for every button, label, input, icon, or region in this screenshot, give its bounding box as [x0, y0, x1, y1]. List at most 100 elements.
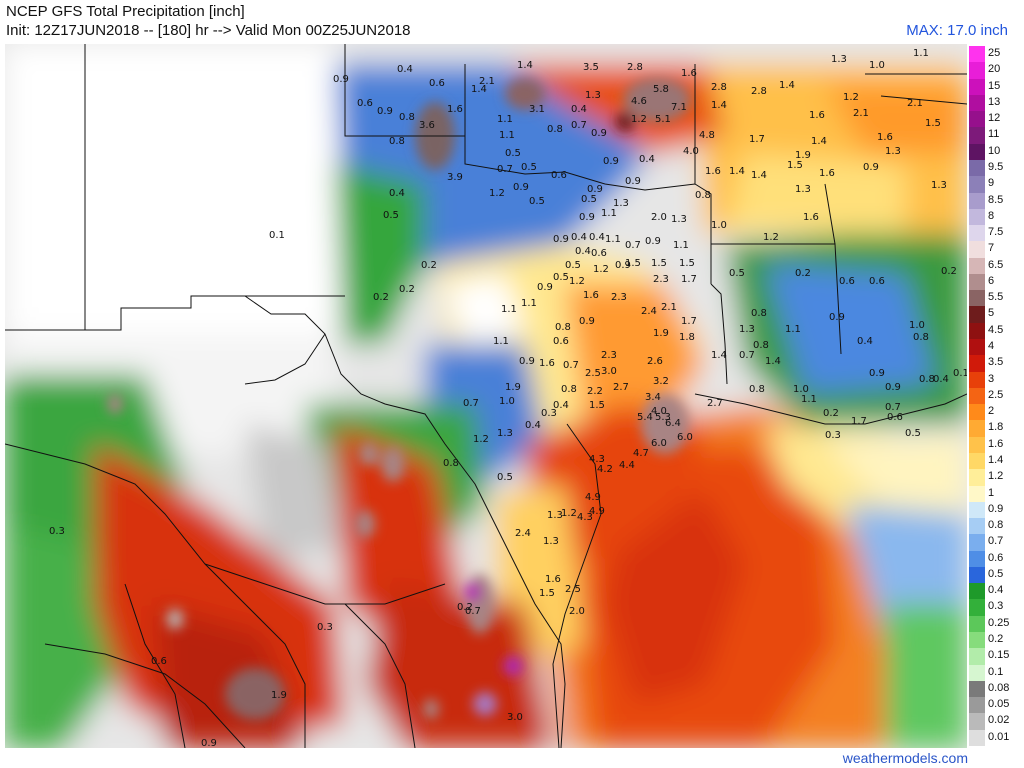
- legend-swatch: [969, 322, 985, 340]
- precip-value-label: 1.4: [751, 170, 767, 181]
- precip-value-label: 0.9: [829, 312, 845, 323]
- precip-value-label: 4.7: [633, 448, 649, 459]
- precip-value-label: 3.9: [447, 172, 463, 183]
- precip-value-label: 4.0: [651, 406, 667, 417]
- precip-value-label: 1.3: [671, 214, 687, 225]
- precip-value-label: 0.8: [919, 374, 935, 385]
- precip-value-label: 5.4: [637, 412, 653, 423]
- precip-value-label: 1.2: [473, 434, 489, 445]
- precip-value-label: 1.1: [493, 336, 509, 347]
- legend-label: 2: [988, 405, 995, 418]
- legend-label: 1.6: [988, 437, 1004, 450]
- precip-value-label: 0.5: [729, 268, 745, 279]
- precip-value-label: 1.5: [625, 258, 641, 269]
- precip-value-label: 1.4: [711, 100, 727, 111]
- legend-swatch: [969, 632, 985, 649]
- precip-value-label: 1.2: [631, 114, 647, 125]
- legend-label: 0.8: [988, 519, 1004, 532]
- precip-value-label: 0.1: [269, 230, 285, 241]
- legend-swatch: [969, 452, 985, 470]
- legend-label: 8: [988, 209, 995, 222]
- precip-value-label: 1.1: [601, 208, 617, 219]
- legend-swatch: [969, 697, 985, 714]
- precip-value-label: 0.9: [863, 162, 879, 173]
- precip-value-label: 2.0: [651, 212, 667, 223]
- precip-value-label: 0.3: [541, 408, 557, 419]
- precip-value-label: 1.9: [795, 150, 811, 161]
- legend-swatch: [969, 290, 985, 307]
- precip-value-label: 2.7: [707, 398, 723, 409]
- precip-value-label: 1.3: [613, 198, 629, 209]
- init-valid-line: Init: 12Z17JUN2018 -- [180] hr --> Valid…: [6, 22, 411, 39]
- precip-value-label: 1.3: [739, 324, 755, 335]
- precip-value-label: 1.7: [681, 316, 697, 327]
- precip-value-label: 1.5: [787, 160, 803, 171]
- precip-value-label: 1.6: [809, 110, 825, 121]
- precip-value-label: 1.6: [877, 132, 893, 143]
- precip-value-label: 0.5: [565, 260, 581, 271]
- precip-value-label: 2.3: [611, 292, 627, 303]
- precip-value-label: 1.0: [869, 60, 885, 71]
- legend-swatch: [969, 664, 985, 682]
- legend-swatch: [969, 387, 985, 405]
- legend-swatch: [969, 599, 985, 617]
- legend-swatch: [969, 159, 985, 177]
- legend-label: 12: [988, 112, 1001, 125]
- precip-value-label: 3.0: [507, 712, 523, 723]
- precip-value-label: 0.2: [421, 260, 437, 271]
- legend-label: 4: [988, 340, 995, 353]
- precip-value-label: 0.4: [397, 64, 413, 75]
- precip-value-label: 1.8: [679, 332, 695, 343]
- precip-value-label: 6.0: [651, 438, 667, 449]
- precip-value-label: 0.8: [389, 136, 405, 147]
- legend-swatch: [969, 46, 985, 63]
- max-precip-label: MAX: 17.0 inch: [906, 22, 1008, 39]
- precip-value-label: 1.6: [819, 168, 835, 179]
- precip-value-label: 1.5: [539, 588, 555, 599]
- precip-value-label: 2.1: [907, 98, 923, 109]
- legend-swatch: [969, 94, 985, 112]
- legend-label: 11: [988, 128, 1000, 141]
- precip-value-label: 0.2: [941, 266, 957, 277]
- precip-value-label: 1.3: [543, 536, 559, 547]
- precip-value-label: 2.6: [647, 356, 663, 367]
- precip-value-label: 0.9: [625, 176, 641, 187]
- precip-value-label: 0.7: [571, 120, 587, 131]
- precip-value-label: 0.5: [529, 196, 545, 207]
- legend-label: 0.2: [988, 633, 1004, 646]
- legend-swatch: [969, 241, 985, 259]
- precip-value-label: 0.4: [589, 232, 605, 243]
- legend-swatch: [969, 257, 985, 275]
- legend-swatch: [969, 192, 985, 210]
- boundaries: [5, 44, 967, 748]
- legend-label: 9.5: [988, 160, 1004, 173]
- precip-value-label: 2.8: [627, 62, 643, 73]
- precip-value-label: 0.9: [377, 106, 393, 117]
- legend-swatch: [969, 225, 985, 242]
- precip-value-label: 0.7: [463, 398, 479, 409]
- precip-value-label: 0.9: [553, 234, 569, 245]
- precip-value-label: 1.1: [605, 234, 621, 245]
- precip-value-label: 2.3: [601, 350, 617, 361]
- legend-swatch: [969, 404, 985, 421]
- precip-value-label: 0.9: [587, 184, 603, 195]
- precip-value-label: 0.9: [603, 156, 619, 167]
- legend-label: 8.5: [988, 193, 1004, 206]
- precip-value-label: 0.9: [513, 182, 529, 193]
- precip-value-label: 2.5: [565, 584, 581, 595]
- precip-value-label: 1.2: [569, 276, 585, 287]
- precip-value-label: 1.5: [679, 258, 695, 269]
- precip-value-label: 0.8: [753, 340, 769, 351]
- legend-label: 0.3: [988, 600, 1004, 613]
- precip-value-label: 6.0: [677, 432, 693, 443]
- legend-swatch: [969, 566, 985, 584]
- precip-value-label: 4.3: [589, 454, 605, 465]
- precip-value-label: 1.2: [763, 232, 779, 243]
- precip-value-label: 3.6: [419, 120, 435, 131]
- precip-value-label: 1.9: [505, 382, 521, 393]
- precip-value-label: 1.7: [681, 274, 697, 285]
- legend-label: 1.2: [988, 470, 1004, 483]
- precip-value-label: 1.1: [673, 240, 689, 251]
- precip-value-label: 0.2: [823, 408, 839, 419]
- legend-swatch: [969, 501, 985, 519]
